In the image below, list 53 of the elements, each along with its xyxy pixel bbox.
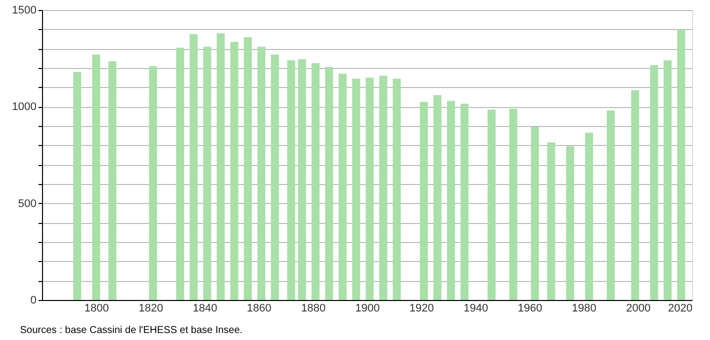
x-tick-label: 1960 xyxy=(518,302,542,314)
bar xyxy=(366,78,374,300)
bar xyxy=(606,110,615,300)
y-tick-label: 1500 xyxy=(12,4,36,16)
y-tick-label: 500 xyxy=(18,198,36,210)
bar xyxy=(585,132,594,300)
bar xyxy=(420,102,428,300)
bar xyxy=(216,33,225,300)
bar xyxy=(509,108,518,300)
bar xyxy=(338,74,347,300)
bar xyxy=(392,78,401,300)
x-tick-label: 1840 xyxy=(192,302,218,314)
bar xyxy=(108,61,116,300)
bar xyxy=(298,59,306,300)
x-tick-label: 1820 xyxy=(138,302,164,314)
x-tick-label: 2000 xyxy=(626,302,651,314)
bar xyxy=(325,67,334,300)
bar xyxy=(488,110,496,300)
x-tick-label: 1920 xyxy=(409,302,434,314)
bar xyxy=(92,54,100,300)
x-tick-label: 1980 xyxy=(572,302,596,314)
bar xyxy=(176,48,184,300)
bar xyxy=(566,146,574,300)
bar xyxy=(631,90,640,300)
source-note: Sources : base Cassini de l'EHESS et base Insee. xyxy=(20,325,243,336)
x-tick-label: 1860 xyxy=(246,302,272,314)
bar xyxy=(287,60,296,300)
bar xyxy=(352,78,360,300)
x-tick-label: 1940 xyxy=(464,302,488,314)
x-tick-label: 2020 xyxy=(668,302,692,314)
bar xyxy=(446,100,455,300)
x-tick-label: 1900 xyxy=(355,302,380,314)
bar xyxy=(270,54,279,300)
bar xyxy=(149,66,158,300)
bar xyxy=(664,60,672,300)
bar xyxy=(433,95,442,300)
bar xyxy=(650,65,658,300)
bar xyxy=(203,46,212,300)
bar xyxy=(190,34,198,300)
bar xyxy=(460,104,468,300)
bar xyxy=(73,72,82,300)
bar xyxy=(312,63,320,300)
bar xyxy=(257,46,266,300)
y-tick-label: 0 xyxy=(30,294,36,306)
bar xyxy=(530,126,539,300)
bar xyxy=(547,142,556,300)
x-tick-label: 1880 xyxy=(301,302,326,314)
bar xyxy=(244,37,252,300)
y-tick-label: 1000 xyxy=(12,101,36,114)
bar xyxy=(230,42,238,300)
x-tick-label: 1800 xyxy=(84,302,109,314)
bar xyxy=(379,76,388,300)
bar xyxy=(677,29,686,300)
